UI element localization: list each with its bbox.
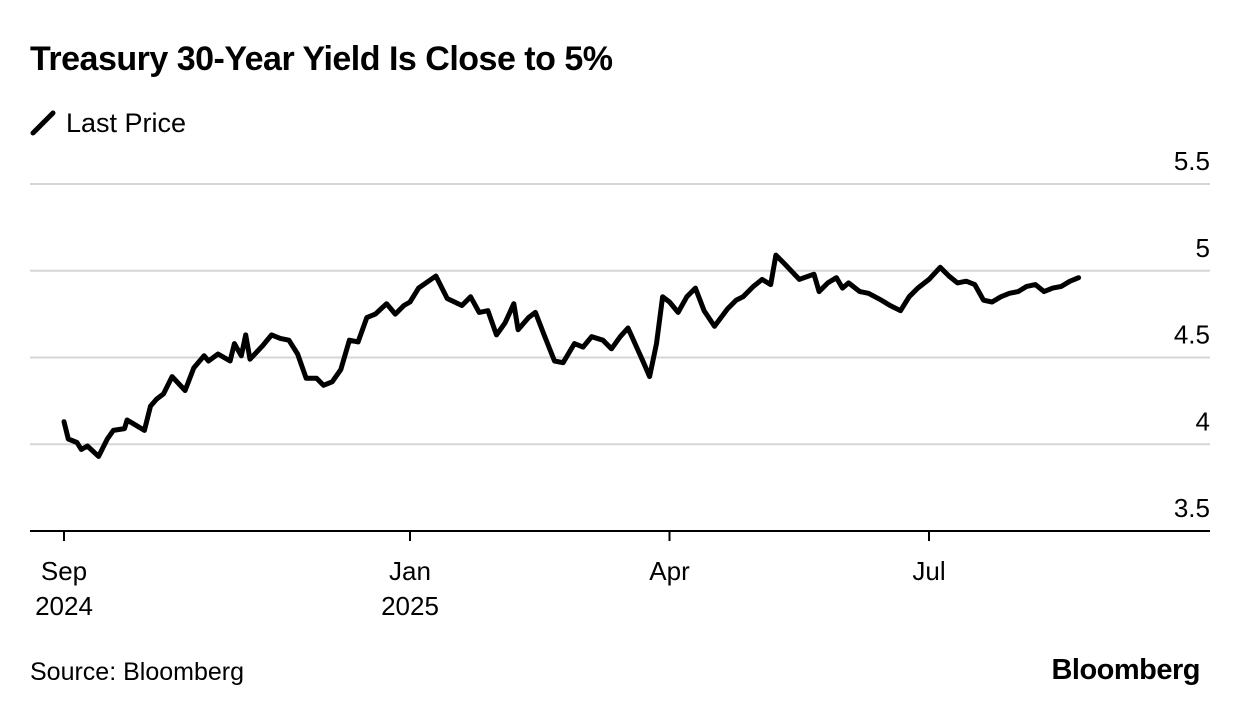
y-tick-label: 4.5 bbox=[1174, 320, 1210, 350]
x-tick-label: Apr bbox=[649, 556, 690, 586]
y-tick-label: 5 bbox=[1196, 233, 1210, 263]
x-tick-label: Jan bbox=[389, 556, 431, 586]
y-tick-label: 3.5 bbox=[1174, 493, 1210, 523]
legend: Last Price bbox=[30, 106, 186, 140]
x-tick-label: Jul bbox=[912, 556, 945, 586]
series-line-last-price bbox=[61, 252, 1082, 459]
y-tick-label: 4 bbox=[1196, 406, 1210, 436]
legend-label: Last Price bbox=[66, 107, 187, 138]
bloomberg-logo: Bloomberg bbox=[1051, 654, 1200, 686]
legend-line-icon bbox=[30, 110, 56, 136]
x-tick-label: Sep bbox=[41, 556, 87, 586]
x-tick-year-label: 2025 bbox=[381, 591, 439, 621]
x-tick-year-label: 2024 bbox=[35, 591, 93, 621]
source-note: Source: Bloomberg bbox=[30, 658, 245, 686]
y-tick-label: 5.5 bbox=[1174, 146, 1210, 176]
chart-title: Treasury 30-Year Yield Is Close to 5% bbox=[30, 40, 613, 78]
